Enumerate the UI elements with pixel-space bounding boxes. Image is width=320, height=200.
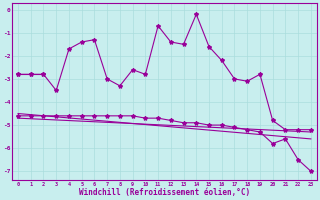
X-axis label: Windchill (Refroidissement éolien,°C): Windchill (Refroidissement éolien,°C) <box>79 188 250 197</box>
